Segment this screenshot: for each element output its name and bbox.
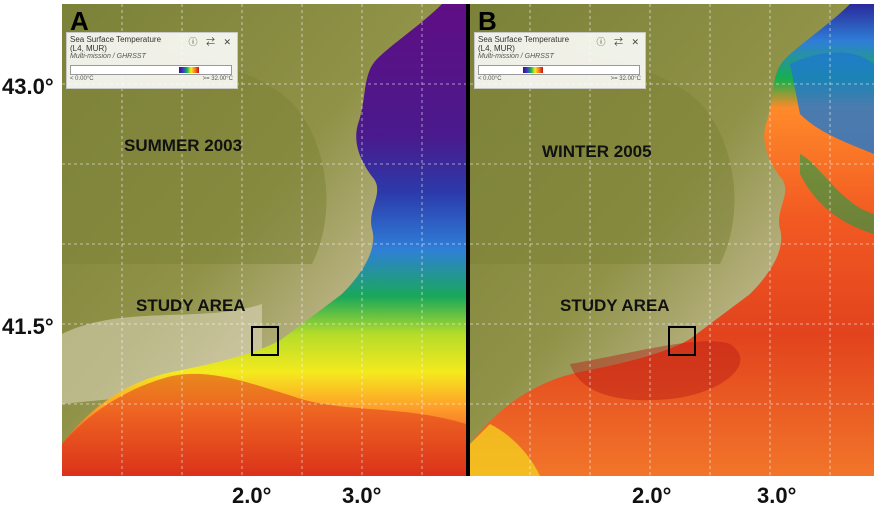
longitude-label-a-3: 3.0° (342, 483, 382, 508)
panel-letter-a: A (70, 6, 89, 36)
season-label: SUMMER 2003 (124, 136, 243, 155)
legend-max: >= 32.00°C (202, 76, 233, 82)
map-panel-b: B Sea Surface Temperature (L4, MUR) Mult… (470, 4, 874, 476)
color-ramp (70, 65, 232, 75)
legend-icons[interactable]: ⓘ ⇄ ✕ (188, 37, 234, 47)
legend-source: Multi-mission / GHRSST (478, 53, 554, 60)
panel-letter-b: B (478, 6, 497, 36)
study-area-label: STUDY AREA (136, 296, 246, 315)
sst-legend-a: Sea Surface Temperature (L4, MUR) Multi-… (66, 32, 238, 89)
legend-title: Sea Surface Temperature (70, 35, 162, 44)
season-label: WINTER 2005 (542, 142, 652, 161)
legend-title: Sea Surface Temperature (478, 35, 570, 44)
study-area-box (668, 326, 696, 356)
panel-divider (466, 4, 470, 476)
latitude-label-43: 43.0° (2, 74, 54, 99)
study-area-box (251, 326, 279, 356)
longitude-label-a-2: 2.0° (232, 483, 272, 508)
legend-min: < 0.00°C (478, 76, 502, 82)
map-panel-a: A Sea Surface Temperature (L4, MUR) Mult… (62, 4, 466, 476)
legend-subtitle: (L4, MUR) (70, 44, 107, 53)
latitude-label-41-5: 41.5° (2, 314, 54, 339)
legend-max: >= 32.00°C (610, 76, 641, 82)
legend-subtitle: (L4, MUR) (478, 44, 515, 53)
legend-min: < 0.00°C (70, 76, 94, 82)
color-ramp (478, 65, 640, 75)
sea-area (62, 4, 466, 476)
legend-icons[interactable]: ⓘ ⇄ ✕ (596, 37, 642, 47)
longitude-label-b-3: 3.0° (757, 483, 797, 508)
sea-area (470, 4, 874, 476)
sst-legend-b: Sea Surface Temperature (L4, MUR) Multi-… (474, 32, 646, 89)
study-area-label: STUDY AREA (560, 296, 670, 315)
longitude-label-b-2: 2.0° (632, 483, 672, 508)
legend-source: Multi-mission / GHRSST (70, 53, 146, 60)
